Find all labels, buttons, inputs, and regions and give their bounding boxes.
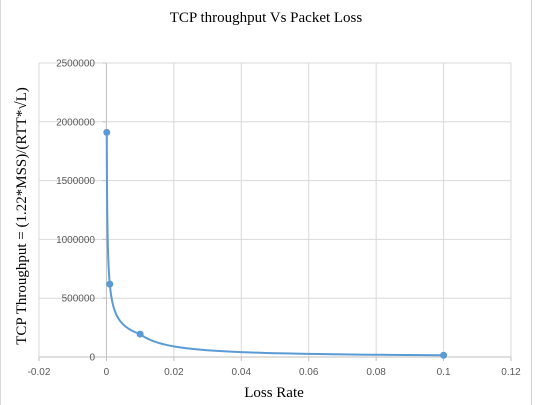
x-tick-labels: -0.02 0 0.02 0.04 0.06 0.08 0.1 0.12 [28, 367, 522, 378]
axes [38, 62, 512, 361]
data-point [106, 280, 114, 288]
y-tick-labels: 0 500000 1000000 1500000 2000000 2500000 [56, 59, 95, 364]
y-tick-label: 2500000 [56, 59, 95, 70]
x-tick-label: 0.08 [366, 367, 386, 378]
chart-title: TCP throughput Vs Packet Loss [170, 10, 363, 26]
y-tick-label: 1000000 [56, 235, 95, 246]
data-point [103, 128, 111, 136]
x-tick-label: -0.02 [28, 367, 51, 378]
series-line [105, 132, 444, 357]
x-tick-label: 0.12 [501, 367, 521, 378]
x-tick-label: 0 [104, 367, 110, 378]
y-tick-label: 1500000 [56, 176, 95, 187]
data-point [136, 330, 144, 338]
gridlines [38, 62, 512, 357]
data-point [440, 351, 448, 359]
y-tick-label: 2000000 [56, 117, 95, 128]
x-axis-title: Loss Rate [244, 385, 304, 401]
y-tick-label: 0 [89, 353, 95, 364]
x-tick-label: 0.02 [164, 367, 184, 378]
y-tick-label: 500000 [62, 294, 96, 305]
y-axis-title: TCP Throughput = (1.22*MSS)/(RTT*√L) [14, 87, 30, 344]
x-tick-label: 0.06 [299, 367, 319, 378]
x-tick-label: 0.1 [437, 367, 451, 378]
window-edge [531, 0, 539, 405]
x-tick-label: 0.04 [232, 367, 252, 378]
data-points [103, 128, 448, 359]
